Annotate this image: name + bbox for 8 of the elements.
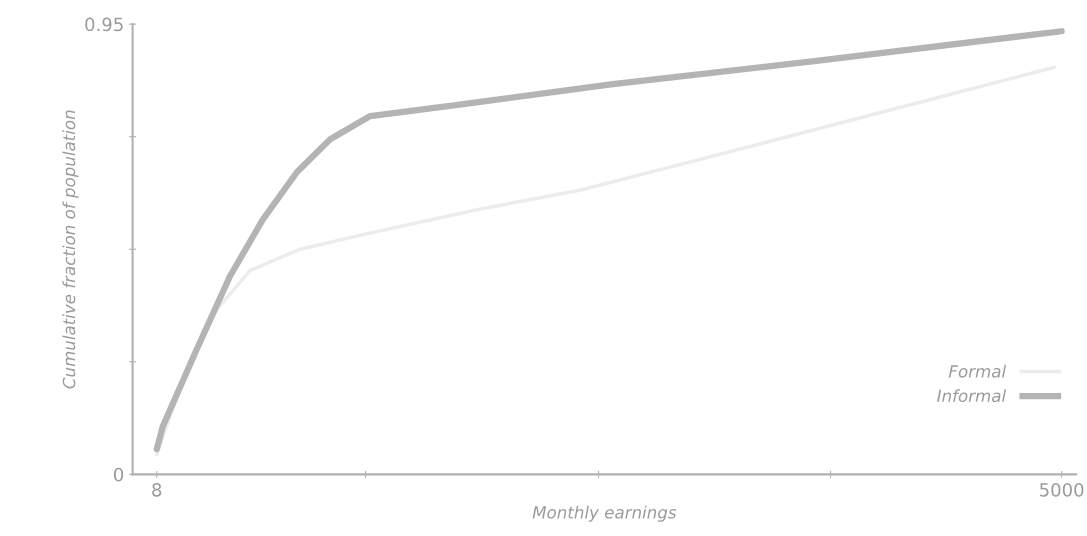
legend-label: Informal bbox=[937, 389, 1007, 403]
y-tick-label: 0.95 bbox=[85, 17, 123, 32]
x-tick-label: 5000 bbox=[1040, 483, 1084, 497]
legend-label: Formal bbox=[948, 364, 1007, 378]
x-axis-title: Monthly earnings bbox=[532, 505, 677, 522]
y-tick-label: 0 bbox=[113, 467, 124, 482]
y-axis-title: Cumulative fraction of population bbox=[62, 110, 79, 389]
x-tick-label: 8 bbox=[152, 483, 162, 497]
